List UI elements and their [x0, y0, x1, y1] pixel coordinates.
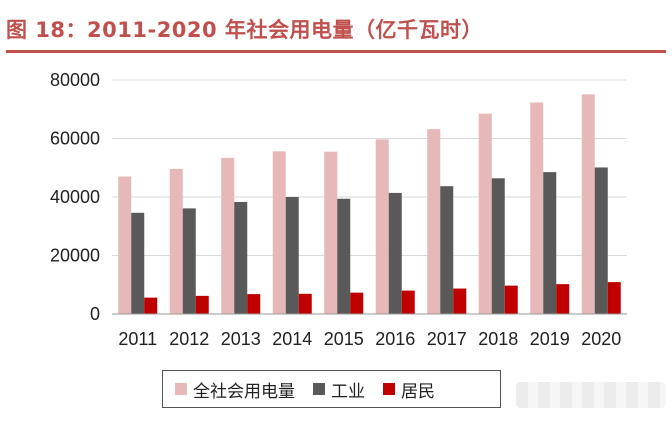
bar-全社会用电量-2017 [427, 129, 441, 314]
legend-item-2: 居民 [383, 377, 435, 402]
bar-居民-2019 [556, 284, 570, 314]
bar-居民-2011 [144, 297, 158, 314]
bar-全社会用电量-2018 [478, 113, 492, 314]
y-axis-ticks: 0 20000 40000 60000 80000 [50, 70, 100, 324]
x-tick-label-2019: 2019 [530, 329, 570, 349]
y-tick-label-3: 60000 [50, 129, 100, 149]
bar-工业-2018 [491, 178, 505, 314]
bar-居民-2017 [453, 288, 467, 314]
bar-工业-2013 [234, 201, 248, 314]
bar-居民-2013 [247, 294, 261, 314]
y-tick-label-0: 0 [90, 304, 100, 324]
bar-居民-2016 [401, 290, 415, 314]
bars [118, 94, 621, 315]
bar-工业-2012 [182, 208, 196, 314]
bar-居民-2018 [504, 285, 518, 314]
bar-全社会用电量-2012 [169, 168, 183, 314]
bar-全社会用电量-2014 [272, 151, 286, 314]
legend-swatch-2 [383, 383, 395, 395]
x-tick-label-2018: 2018 [478, 329, 518, 349]
legend: 全社会用电量 工业 居民 [162, 370, 501, 408]
y-tick-label-1: 20000 [50, 246, 100, 266]
bar-全社会用电量-2020 [581, 94, 595, 315]
legend-label-2: 居民 [401, 381, 435, 402]
x-tick-label-2020: 2020 [581, 329, 621, 349]
x-tick-label-2011: 2011 [118, 329, 157, 349]
watermark [516, 382, 666, 408]
legend-swatch-1 [313, 383, 325, 395]
bar-居民-2012 [195, 295, 209, 314]
bar-工业-2014 [285, 197, 299, 314]
bar-全社会用电量-2015 [324, 151, 338, 314]
legend-item-0: 全社会用电量 [175, 377, 295, 402]
x-axis-ticks: 2011 2012 2013 2014 2015 2016 2017 2018 2019 2020 [118, 329, 621, 349]
bar-全社会用电量-2016 [375, 139, 389, 314]
x-tick-label-2013: 2013 [221, 329, 261, 349]
bar-居民-2014 [298, 293, 312, 314]
bar-全社会用电量-2011 [118, 176, 132, 314]
bar-居民-2020 [607, 282, 621, 314]
legend-label-1: 工业 [331, 381, 365, 402]
x-tick-label-2014: 2014 [272, 329, 312, 349]
bar-工业-2017 [440, 186, 454, 314]
bar-工业-2011 [131, 212, 145, 314]
bar-工业-2019 [543, 172, 557, 314]
chart-title: 图 18：2011-2020 年社会用电量（亿千瓦时） [6, 18, 483, 42]
legend-swatch-0 [175, 383, 187, 395]
bar-全社会用电量-2019 [530, 102, 544, 315]
y-tick-label-4: 80000 [50, 70, 100, 90]
title-underline [6, 50, 666, 53]
x-tick-label-2015: 2015 [324, 329, 364, 349]
legend-item-1: 工业 [313, 377, 365, 402]
x-tick-label-2016: 2016 [375, 329, 415, 349]
bar-工业-2016 [388, 192, 402, 314]
y-tick-label-2: 40000 [50, 187, 100, 207]
x-tick-label-2012: 2012 [169, 329, 209, 349]
bar-居民-2015 [350, 292, 364, 314]
legend-label-0: 全社会用电量 [193, 381, 295, 402]
bar-工业-2020 [594, 167, 608, 314]
bar-工业-2015 [337, 198, 351, 314]
bar-全社会用电量-2013 [221, 157, 235, 314]
x-tick-label-2017: 2017 [427, 329, 467, 349]
